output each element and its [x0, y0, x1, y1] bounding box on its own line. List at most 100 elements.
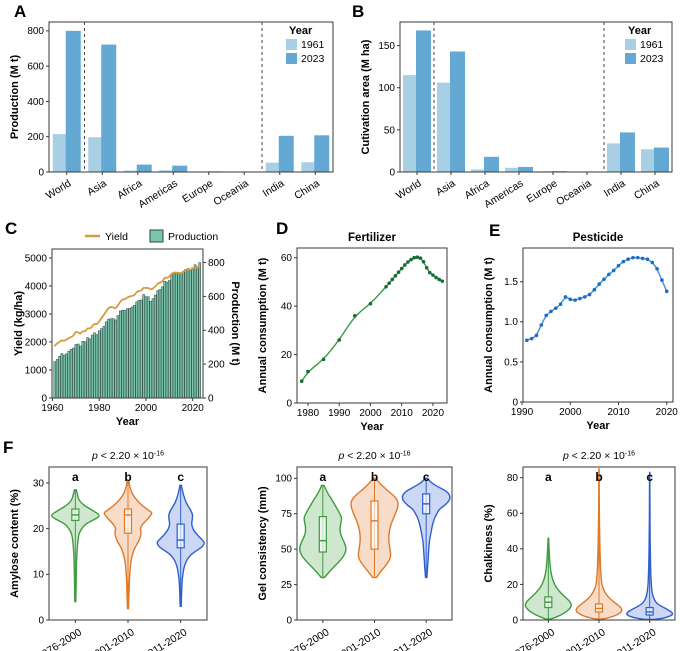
y-tick-label: 800 — [27, 26, 44, 37]
y-tick-label: 0 — [38, 167, 44, 178]
y-axis-label: Yield (kg/ha) — [13, 291, 25, 356]
legend-swatch-2023 — [625, 53, 636, 64]
bar-2023 — [416, 30, 431, 172]
data-point — [549, 309, 553, 314]
bar-2023 — [620, 132, 635, 172]
data-point — [431, 273, 435, 277]
bar-1961 — [52, 134, 68, 172]
legend-title: Year — [289, 25, 313, 37]
y-tick-label: 100 — [275, 474, 292, 485]
production-bar — [60, 353, 64, 399]
y-axis-label: Chalkiness (%) — [483, 504, 495, 583]
x-category-label: 2011-2020 — [386, 626, 434, 651]
data-point — [525, 338, 529, 343]
legend-label-yield: Yield — [105, 231, 128, 243]
production-bar — [109, 318, 113, 399]
y-axis-label: Annual consumption (M t) — [483, 257, 495, 393]
production-bar — [86, 337, 89, 399]
x-category-label: India — [602, 177, 628, 199]
y-tick-label: 20 — [281, 350, 293, 361]
y2-tick-label: 800 — [208, 258, 225, 269]
data-point — [664, 289, 669, 294]
production-bar — [191, 267, 194, 399]
production-bar — [142, 294, 145, 399]
data-point — [621, 259, 626, 264]
production-bar — [151, 298, 155, 399]
y-tick-label: 60 — [507, 509, 519, 520]
x-category-label: 1976-2000 — [35, 626, 84, 651]
y-tick-label: 20 — [507, 580, 519, 591]
production-bar — [116, 315, 120, 399]
data-point — [390, 277, 395, 282]
production-bar — [121, 309, 124, 399]
production-bar — [149, 301, 152, 399]
x-category-label: China — [632, 177, 662, 202]
p-value-label: p < 2.20 × 10-16 — [337, 450, 410, 462]
y-tick-label: 1.0 — [504, 317, 518, 328]
y-tick-label: 200 — [27, 132, 44, 143]
bar-1961 — [159, 170, 175, 172]
production-bar — [62, 354, 66, 399]
y-tick-label: 0 — [38, 615, 44, 626]
panel-label-f: F — [3, 438, 14, 457]
data-point — [640, 256, 645, 261]
x-tick-label: 2000 — [359, 408, 382, 419]
y-axis-label: Production (M t) — [9, 55, 21, 140]
significance-letter: b — [124, 470, 131, 484]
y2-tick-label: 0 — [208, 393, 214, 404]
x-tick-label: 1980 — [88, 403, 111, 414]
production-bar — [133, 305, 136, 399]
x-tick-label: 2010 — [607, 407, 630, 418]
production-bar — [58, 356, 61, 399]
x-tick-label: 1990 — [328, 408, 351, 419]
data-point — [553, 306, 558, 310]
production-bar — [177, 272, 180, 399]
plot-frame — [296, 466, 453, 621]
y-tick-label: 30 — [33, 478, 45, 489]
data-point — [306, 369, 310, 374]
y-tick-label: 0 — [286, 398, 292, 409]
panel-label-c: C — [5, 219, 18, 238]
bar-2023 — [484, 156, 499, 172]
production-bar — [198, 262, 201, 399]
production-bar — [163, 281, 166, 399]
x-category-label: 1976-2000 — [282, 626, 331, 651]
data-point — [299, 379, 304, 384]
data-point — [655, 267, 659, 271]
legend-label-production: Production — [168, 231, 218, 243]
x-tick-label: 2020 — [182, 403, 205, 414]
x-category-label: China — [292, 177, 322, 202]
y-tick-label: 1.5 — [504, 277, 518, 288]
bar-2023 — [101, 44, 117, 172]
bar-2023 — [65, 30, 81, 172]
y2-tick-label: 600 — [208, 292, 225, 303]
significance-letter: a — [72, 470, 79, 484]
bar-2023 — [654, 147, 669, 172]
plot-frame — [48, 21, 334, 173]
y-tick-label: 5000 — [25, 253, 48, 264]
x-tick-label: 2000 — [559, 407, 582, 418]
bar-1961 — [641, 149, 656, 172]
y-tick-label: 25 — [281, 580, 293, 591]
data-point — [337, 338, 341, 342]
y-axis-label: Annual consumption (M t) — [257, 257, 269, 393]
plot-frame — [399, 21, 673, 173]
data-point — [412, 255, 416, 260]
data-point — [428, 270, 432, 275]
production-bar — [107, 318, 110, 399]
y2-axis-label: Production (M t) — [229, 281, 241, 366]
p-value-label: p < 2.20 × 10-16 — [562, 450, 635, 462]
production-bar — [154, 294, 157, 399]
plot-frame — [48, 466, 208, 621]
production-bar — [67, 350, 71, 399]
bar-1961 — [301, 162, 317, 172]
production-bar — [189, 269, 192, 399]
legend-swatch-1961 — [286, 39, 297, 50]
production-bar — [182, 271, 185, 399]
bar-2023 — [518, 166, 533, 172]
x-category-label: 2001-2010 — [88, 626, 137, 651]
production-bar — [123, 310, 127, 399]
y-tick-label: 80 — [507, 473, 519, 484]
x-axis-label: Year — [360, 421, 384, 433]
